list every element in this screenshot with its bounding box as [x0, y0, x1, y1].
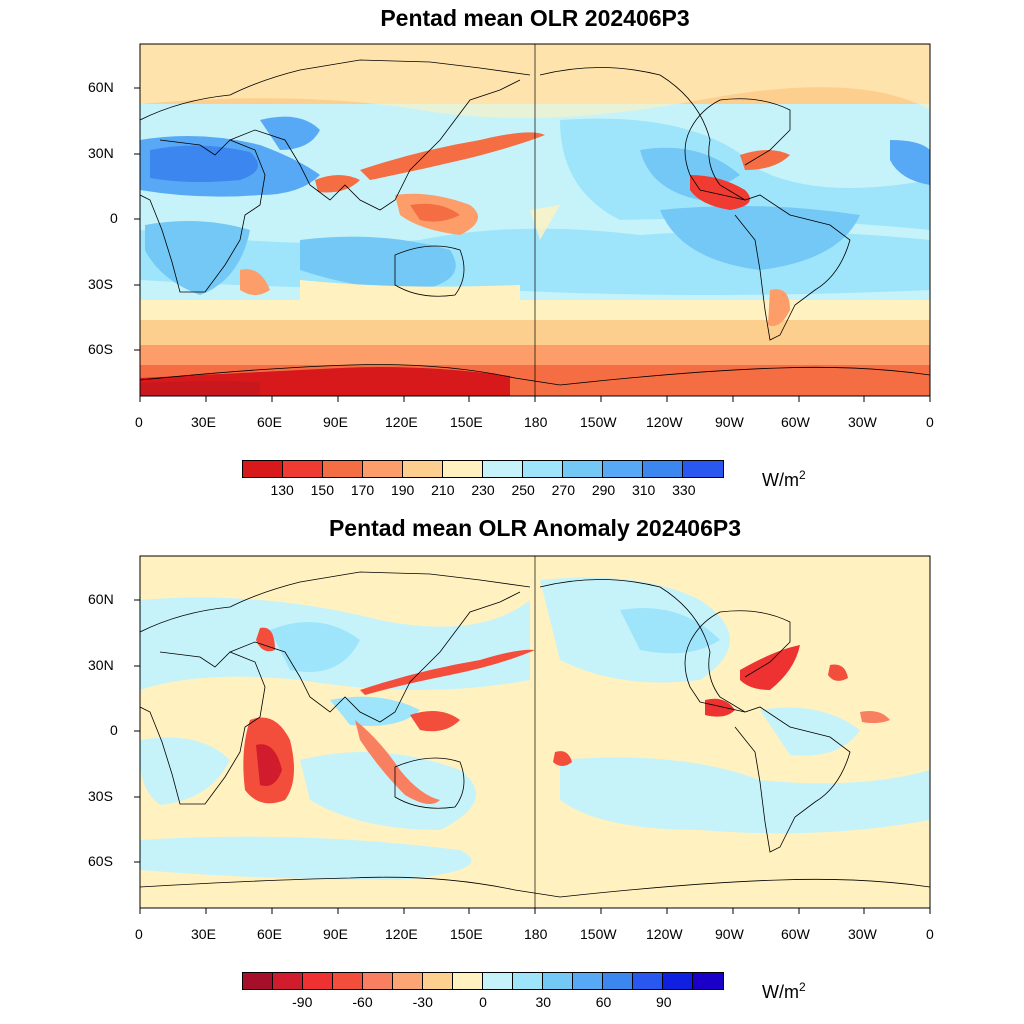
colorbar-cell	[483, 973, 513, 989]
lat-label: 60N	[88, 79, 114, 95]
lat-label: 30N	[88, 657, 114, 673]
lon-label: 120E	[385, 414, 418, 430]
lon-label: 90W	[715, 414, 744, 430]
lon-label: 180	[524, 926, 548, 942]
colorbar-label: 0	[479, 994, 487, 1010]
lat-label: 30S	[88, 276, 113, 292]
colorbar-label: 270	[551, 482, 575, 498]
colorbar-cell	[403, 461, 443, 477]
colorbar-cell	[683, 461, 723, 477]
colorbar-label: 210	[431, 482, 455, 498]
colorbar-cell	[633, 973, 663, 989]
colorbar-label: 190	[390, 482, 415, 498]
colorbar-label: 250	[511, 482, 535, 498]
colorbar-cell	[523, 461, 563, 477]
colorbar-cell	[363, 461, 403, 477]
colorbar-label: 230	[471, 482, 495, 498]
colorbar-label: 60	[595, 994, 612, 1010]
lon-label: 120W	[646, 926, 683, 942]
colorbar-cell	[543, 973, 573, 989]
olr-axis-ticks	[134, 87, 931, 402]
colorbar-cell	[323, 461, 363, 477]
anomaly-colorbar	[242, 972, 724, 990]
lon-label: 120E	[385, 926, 418, 942]
colorbar-label: 290	[591, 482, 616, 498]
lon-label: 0	[135, 926, 143, 942]
lat-label: 30S	[88, 788, 113, 804]
lon-label: 30E	[191, 414, 216, 430]
lon-label: 150W	[580, 414, 617, 430]
lat-label: 60S	[88, 341, 113, 357]
olr-title: Pentad mean OLR 202406P3	[380, 5, 690, 31]
colorbar-label: -90	[292, 994, 313, 1010]
colorbar-label: -60	[352, 994, 373, 1010]
olr-field	[140, 44, 930, 396]
colorbar-cell	[303, 973, 333, 989]
colorbar-cell	[663, 973, 693, 989]
colorbar-cell	[443, 461, 483, 477]
lon-label: 0	[926, 414, 934, 430]
lon-label: 90E	[323, 926, 348, 942]
lon-label: 60E	[257, 414, 282, 430]
colorbar-label: 130	[270, 482, 294, 498]
colorbar-cell	[283, 461, 323, 477]
lon-label: 150E	[450, 414, 483, 430]
colorbar-cell	[643, 461, 683, 477]
lon-label: 150E	[450, 926, 483, 942]
colorbar-label: 90	[655, 994, 672, 1010]
colorbar-cell	[273, 973, 303, 989]
lon-label: 90W	[715, 926, 744, 942]
lat-label: 60S	[88, 853, 113, 869]
colorbar-cell	[363, 973, 393, 989]
olr-anomaly-title: Pentad mean OLR Anomaly 202406P3	[328, 515, 742, 541]
anomaly-axis-ticks	[134, 599, 931, 914]
lon-label: 30E	[191, 926, 216, 942]
olr-anomaly-field	[140, 556, 930, 908]
lon-label: 90E	[323, 414, 348, 430]
olr-colorbar	[242, 460, 724, 478]
colorbar-cell	[603, 973, 633, 989]
lon-label: 0	[926, 926, 934, 942]
colorbar-cell	[693, 973, 723, 989]
colorbar-cell	[423, 973, 453, 989]
colorbar-cell	[243, 461, 283, 477]
colorbar-label: 310	[631, 482, 656, 498]
colorbar-label: -30	[412, 994, 433, 1010]
lat-label: 0	[110, 210, 118, 226]
colorbar-label: 150	[310, 482, 334, 498]
lat-label: 30N	[88, 145, 114, 161]
lon-label: 60E	[257, 926, 282, 942]
colorbar-cell	[453, 973, 483, 989]
lon-label: 150W	[580, 926, 617, 942]
lon-label: 60W	[781, 414, 810, 430]
colorbar-cell	[573, 973, 603, 989]
colorbar-cell	[333, 973, 363, 989]
olr-unit-label: W/m2	[762, 468, 806, 490]
lon-label: 30W	[848, 926, 877, 942]
lon-label: 30W	[848, 414, 877, 430]
lon-label: 0	[135, 414, 143, 430]
lat-label: 0	[110, 722, 118, 738]
colorbar-label: 170	[350, 482, 375, 498]
colorbar-cell	[513, 973, 543, 989]
colorbar-cell	[393, 973, 423, 989]
colorbar-cell	[243, 973, 273, 989]
colorbar-label: 30	[535, 994, 552, 1010]
colorbar-cell	[563, 461, 603, 477]
colorbar-label: 330	[672, 482, 696, 498]
colorbar-cell	[603, 461, 643, 477]
lon-label: 60W	[781, 926, 810, 942]
colorbar-cell	[483, 461, 523, 477]
lon-label: 180	[524, 414, 548, 430]
anomaly-unit-label: W/m2	[762, 980, 806, 1002]
lon-label: 120W	[646, 414, 683, 430]
lat-label: 60N	[88, 591, 114, 607]
